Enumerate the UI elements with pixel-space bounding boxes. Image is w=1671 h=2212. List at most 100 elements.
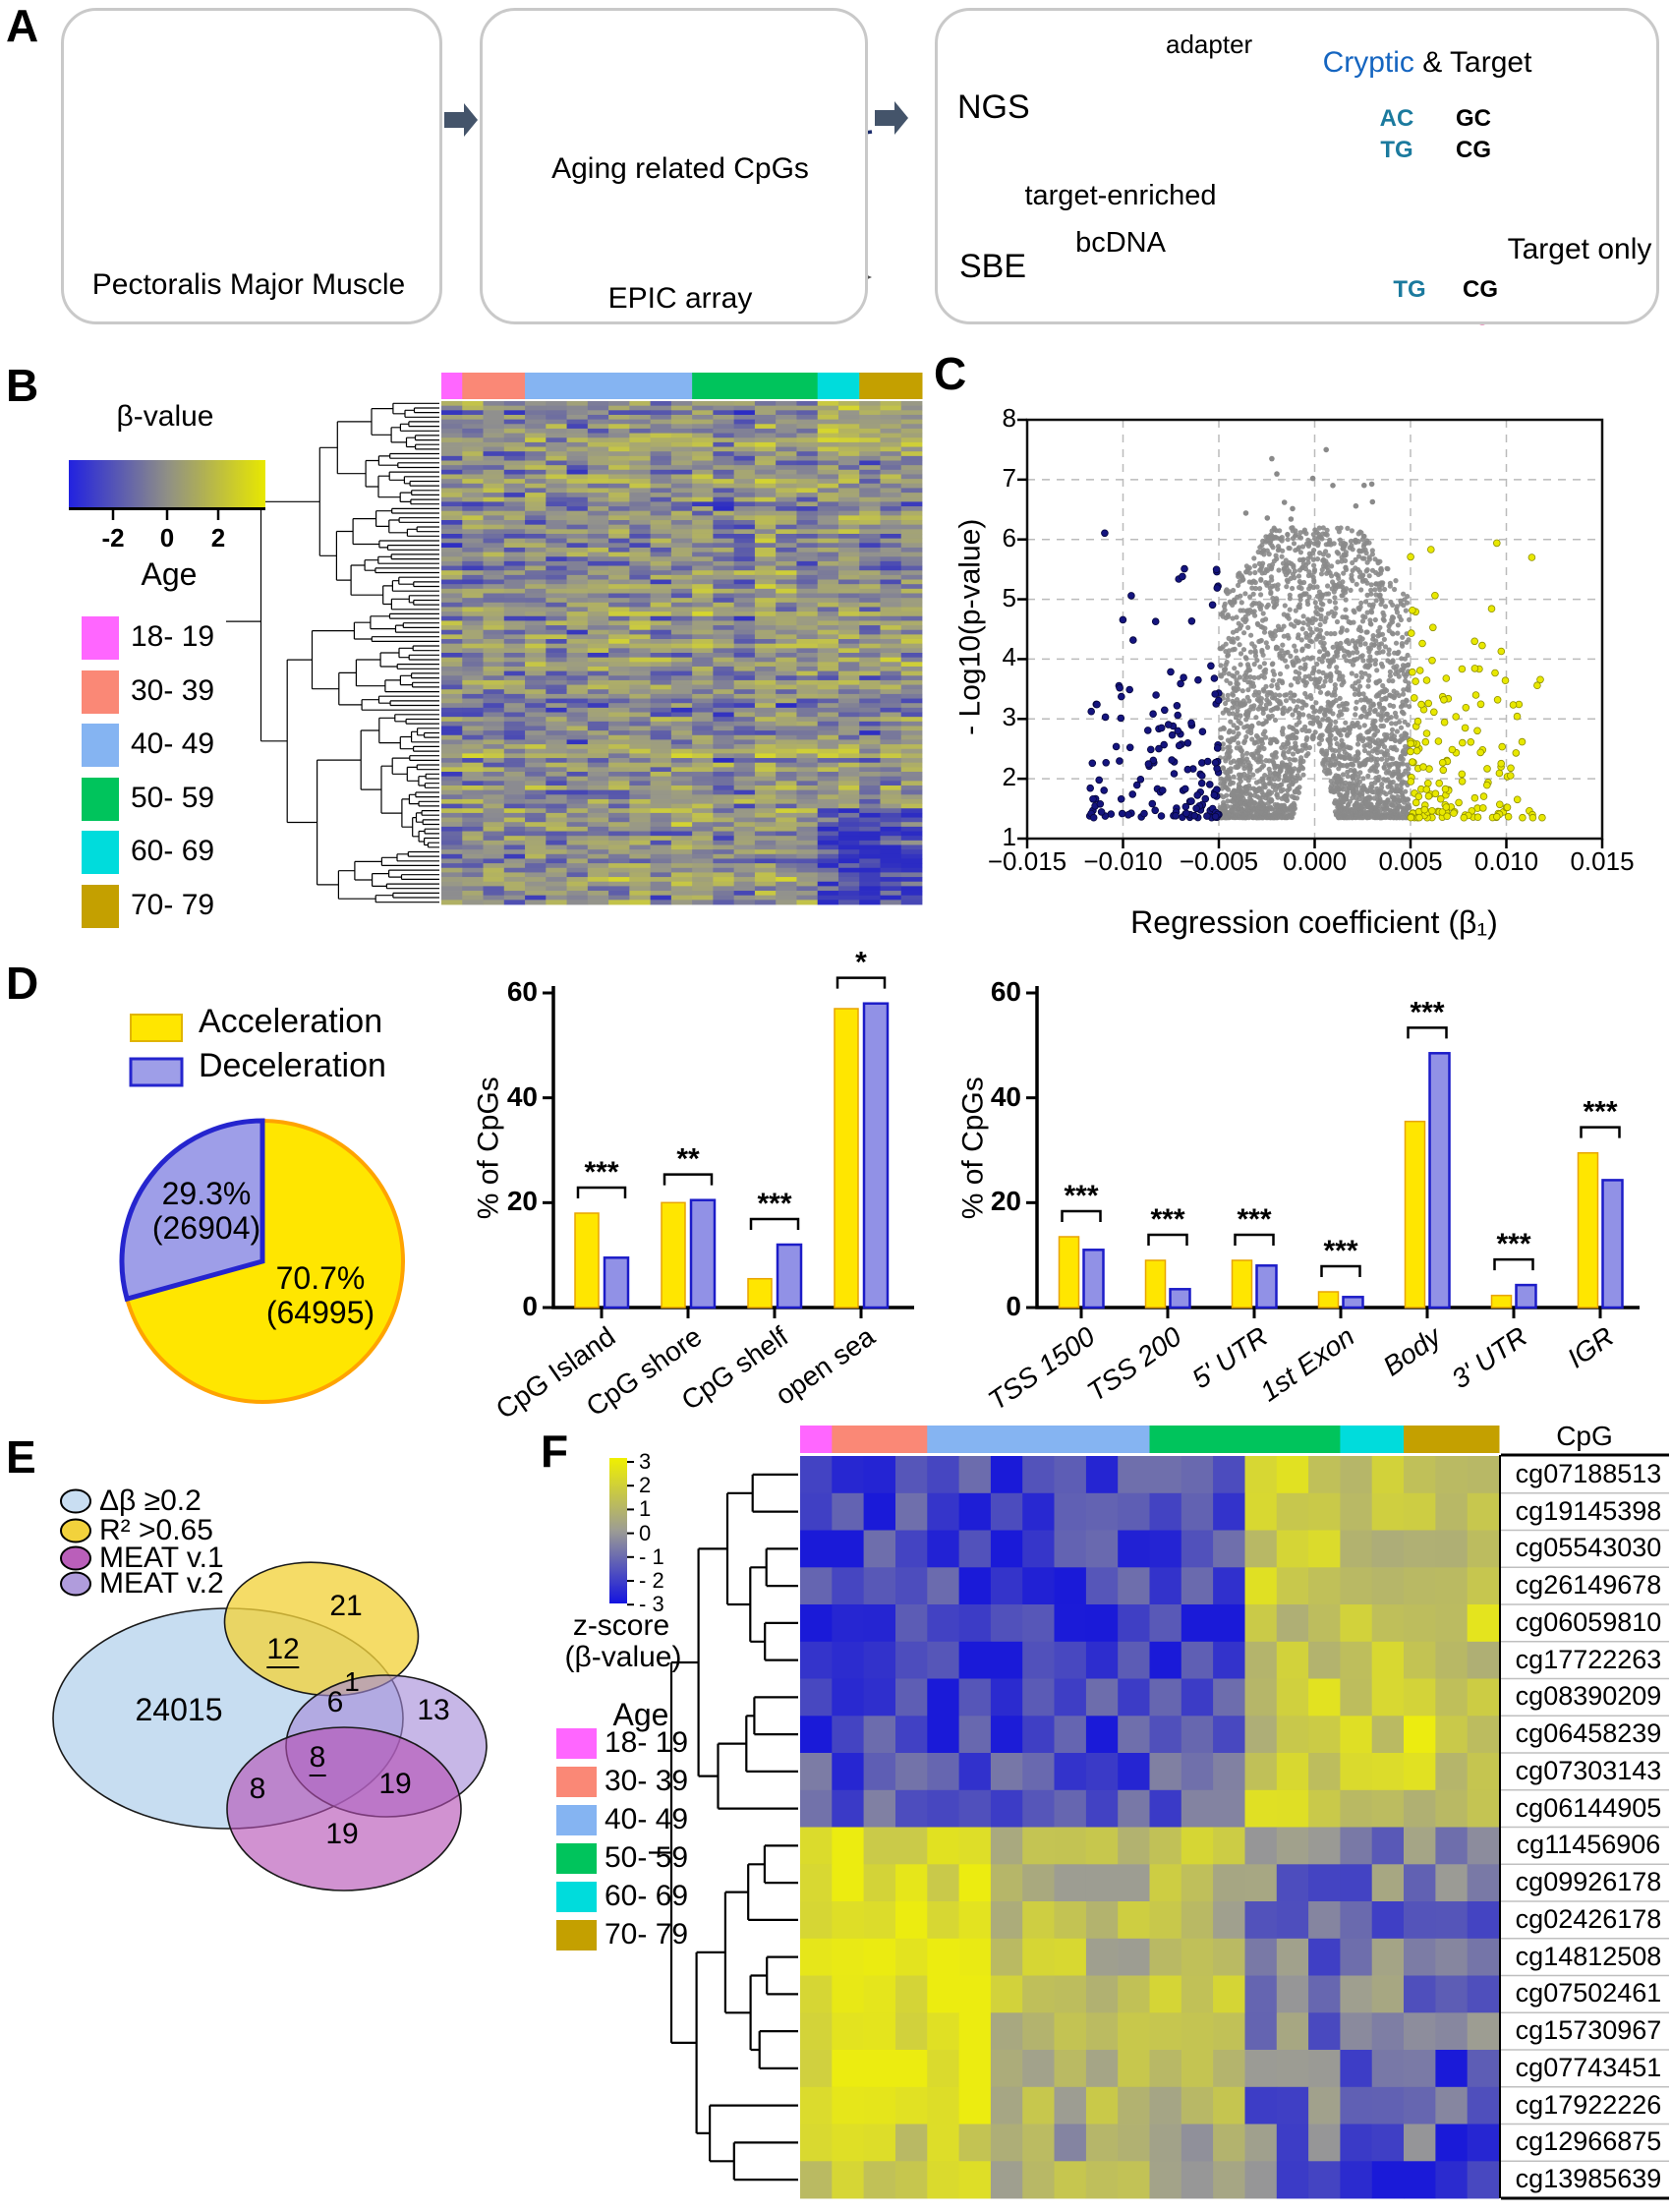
bars-gene-context-accel-bar-1: [1144, 1259, 1167, 1309]
f-dendrogram: [649, 1473, 798, 2182]
adapter-label: adapter: [1166, 29, 1253, 59]
b-age-label-1: 30- 39: [131, 673, 215, 707]
bars-gene-context-cat-label-5: 3' UTR: [1446, 1321, 1532, 1395]
bars-gene-context-sig-5: ***: [1496, 1228, 1530, 1260]
f-colorbar-tick-label-1: 2: [639, 1473, 652, 1498]
b-colorbar-tick-label-1: 0: [159, 523, 175, 553]
venn-legend-swatches: [60, 1488, 91, 1597]
pie-pct-accel: 70.7%: [275, 1260, 366, 1296]
volcano-ytick-1: 2: [1002, 762, 1016, 792]
venn-region-3: 1: [344, 1666, 360, 1697]
venn-legend-swatch-2: [60, 1545, 91, 1571]
cpg-id-0: cg07188513: [1515, 1458, 1662, 1488]
panel-a-box-assay: [935, 8, 1659, 324]
cpg-id-6: cg08390209: [1515, 1681, 1662, 1712]
b-age-label-0: 18- 19: [131, 620, 215, 653]
f-colorbar-tick-label-5: - 2: [639, 1568, 664, 1593]
panel-a-label: A: [6, 0, 39, 51]
f-age-label-2: 40- 49: [605, 1803, 689, 1835]
b-age-swatch-3: [82, 777, 119, 821]
base-ac: AC: [1379, 105, 1414, 132]
bars-gene-context-sig-4: ***: [1410, 996, 1444, 1028]
cpg-id-16: cg07743451: [1515, 2052, 1662, 2082]
bars-gene-context-sig-6: ***: [1583, 1096, 1617, 1129]
volcano-xtick-0: −0.015: [987, 846, 1067, 876]
bars-gene-context-ytick-0: 0: [1006, 1291, 1021, 1321]
f-age-label-1: 30- 39: [605, 1765, 689, 1797]
base-cg: CG: [1456, 137, 1491, 163]
venn-region-0: 24015: [135, 1692, 223, 1727]
d-legend-swatches: [129, 1014, 184, 1087]
cpg-id-1: cg19145398: [1515, 1495, 1662, 1526]
b-dendrogram: [226, 402, 439, 903]
bars-gene-context-accel-bar-2: [1231, 1259, 1253, 1309]
panel-f-label: F: [541, 1426, 569, 1477]
bars-cpg-context-decel-bar-3: [862, 1002, 890, 1310]
f-age-swatch-5: [556, 1920, 597, 1950]
venn-set-MEAT v.2: [226, 1726, 462, 1892]
bars-cpg-context-cat-label-3: open sea: [770, 1320, 881, 1411]
cpg-id-10: cg11456906: [1516, 1830, 1661, 1860]
b-age-swatch-1: [82, 669, 119, 714]
bars-cpg-context: ***CpG Island**CpG shore***CpG shelf*ope…: [490, 947, 914, 1425]
pie-count-accel: (64995): [265, 1295, 375, 1330]
volcano-ytick-6: 7: [1002, 462, 1016, 493]
bars-gene-context-cat-label-3: 1st Exon: [1254, 1321, 1359, 1408]
bars-gene-context-ytick-1: 20: [990, 1186, 1021, 1217]
b-age-label-4: 60- 69: [131, 835, 215, 868]
f-age-label-4: 60- 69: [605, 1880, 689, 1912]
bars-gene-context-ytick-3: 60: [990, 976, 1021, 1007]
base-tg-2: TG: [1393, 276, 1426, 303]
cpg-id-19: cg13985639: [1515, 2164, 1662, 2194]
b-colorbar-tick-label-2: 2: [210, 523, 226, 553]
cpg-id-11: cg09926178: [1515, 1867, 1662, 1897]
band-seg-40- 49: [927, 1426, 1150, 1453]
volcano-ytick-7: 8: [1002, 403, 1016, 433]
volcano-ytick-5: 6: [1002, 522, 1016, 553]
target-enriched-line1: target-enriched: [1024, 180, 1217, 211]
bars1-ylabel: % of CpGs: [472, 1077, 505, 1220]
volcano-ytick-2: 3: [1002, 702, 1016, 732]
f-age-swatch-1: [556, 1767, 597, 1797]
bars-gene-context-accel-bar-6: [1577, 1151, 1599, 1309]
bars-gene-context-accel-bar-4: [1404, 1120, 1426, 1309]
b-age-swatch-0: [82, 616, 119, 660]
f-heatmap: [800, 1456, 1500, 2199]
f-age-label-0: 18- 19: [605, 1726, 689, 1759]
me-label-2: Me: [690, 35, 710, 50]
bars-cpg-context-ytick-0: 0: [522, 1291, 538, 1321]
venn-region-2: 12: [266, 1634, 300, 1668]
venn-region-5: 13: [417, 1694, 450, 1726]
band-seg-30- 39: [832, 1426, 928, 1453]
cryptic-word: Cryptic: [1322, 46, 1414, 79]
epic-array-label: EPIC array: [607, 282, 753, 315]
bars-gene-context-sig-2: ***: [1237, 1203, 1271, 1236]
bars-gene-context-decel-bar-4: [1428, 1052, 1451, 1310]
f-age-swatch-4: [556, 1882, 597, 1912]
f-heatmap-band: [800, 1426, 1500, 1453]
sbe-label: SBE: [959, 248, 1027, 285]
f-colorbar-tick-label-0: 3: [639, 1449, 652, 1474]
bars-cpg-context-decel-bar-2: [776, 1243, 803, 1310]
f-colorbar-tick-label-4: - 1: [639, 1543, 664, 1569]
volcano-ytick-0: 1: [1002, 822, 1016, 851]
band-seg-40- 49: [525, 373, 693, 399]
venn-legend-label-1: R² >0.65: [99, 1514, 213, 1546]
cpg-id-17: cg17922226: [1515, 2089, 1662, 2120]
cpg-id-14: cg07502461: [1515, 1978, 1662, 2008]
bars-gene-context-cat-label-0: TSS 1500: [983, 1320, 1101, 1416]
venn-legend-swatch-1: [60, 1518, 91, 1543]
b-age-label-3: 50- 59: [131, 781, 215, 814]
f-age-swatch-0: [556, 1728, 597, 1759]
band-seg-70- 79: [1404, 1426, 1500, 1453]
f-colorbar-tick-label-6: - 3: [639, 1592, 664, 1617]
b-heatmap: [441, 401, 923, 905]
bars-cpg-context-accel-bar-2: [747, 1277, 773, 1309]
pie-pct-decel: 29.3%: [161, 1176, 252, 1211]
volcano-plot: [1017, 418, 1604, 848]
f-age-label-3: 50- 59: [605, 1841, 689, 1874]
cpg-id-12: cg02426178: [1515, 1903, 1662, 1934]
venn-legend-swatch-3: [60, 1571, 91, 1597]
bars-gene-context-accel-bar-0: [1058, 1236, 1080, 1309]
